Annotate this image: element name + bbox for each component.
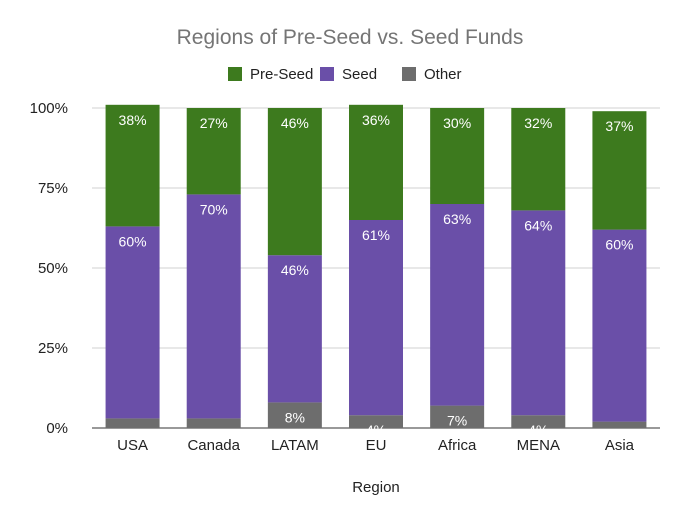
bar-segment-seed bbox=[592, 229, 647, 422]
data-label: 36% bbox=[362, 112, 390, 128]
data-label: 27% bbox=[200, 115, 228, 131]
data-label: 3% bbox=[204, 425, 224, 441]
bar-segment-other bbox=[105, 418, 160, 428]
chart-title: Regions of Pre-Seed vs. Seed Funds bbox=[177, 26, 524, 49]
bar-segment-seed bbox=[267, 255, 322, 403]
data-label: 46% bbox=[281, 115, 309, 131]
bar-segment-seed bbox=[430, 204, 485, 406]
bar-segment-seed bbox=[186, 194, 241, 419]
legend-swatch bbox=[402, 67, 416, 81]
data-label: 38% bbox=[119, 112, 147, 128]
data-label: 46% bbox=[281, 262, 309, 278]
x-tick-label: Asia bbox=[605, 437, 635, 454]
data-label: 7% bbox=[447, 413, 467, 429]
y-tick-label: 50% bbox=[38, 260, 68, 277]
bar-segment-other bbox=[349, 415, 403, 428]
data-label: 4% bbox=[366, 422, 386, 438]
bar-segment-pre-seed bbox=[267, 108, 322, 256]
x-tick-label: USA bbox=[117, 437, 148, 454]
bar-segment-pre-seed bbox=[349, 104, 403, 220]
y-axis-ticks: 0% 25% 50% 75% 100% bbox=[30, 100, 68, 437]
bar-segment-seed bbox=[349, 220, 403, 416]
data-label: 8% bbox=[285, 409, 305, 425]
bar-segment-other bbox=[267, 402, 322, 428]
x-tick-label: MENA bbox=[517, 437, 560, 454]
x-tick-label: LATAM bbox=[271, 437, 319, 454]
x-tick-label: Africa bbox=[438, 437, 477, 454]
x-tick-label: Canada bbox=[187, 437, 240, 454]
legend-swatch bbox=[320, 67, 334, 81]
bar-segment-pre-seed bbox=[186, 108, 241, 195]
y-tick-label: 75% bbox=[38, 180, 68, 197]
legend-label: Seed bbox=[342, 66, 377, 83]
data-label: 64% bbox=[524, 217, 552, 233]
bar-segment-pre-seed bbox=[592, 111, 647, 230]
bar-segment-other bbox=[430, 405, 485, 428]
bars: 3% 60% 38% 3% 70% 27% 8% 46% 46% 4% 61% 36% 7% 63% 30%… bbox=[105, 104, 647, 445]
data-label: 3% bbox=[122, 425, 142, 441]
bar-segment-pre-seed bbox=[430, 108, 485, 204]
data-label: 32% bbox=[524, 115, 552, 131]
x-axis-title: Region bbox=[352, 479, 400, 496]
data-label: 2% bbox=[609, 429, 629, 445]
data-label: 30% bbox=[443, 115, 471, 131]
legend-label: Pre-Seed bbox=[250, 66, 313, 83]
x-axis-ticks: USA Canada LATAM EU Africa MENA Asia bbox=[117, 437, 635, 454]
bar-segment-seed bbox=[105, 226, 160, 419]
data-label: 61% bbox=[362, 227, 390, 243]
legend-label: Other bbox=[424, 66, 462, 83]
data-label: 60% bbox=[605, 237, 633, 253]
y-tick-label: 25% bbox=[38, 340, 68, 357]
bar-segment-pre-seed bbox=[105, 104, 160, 227]
data-label: 37% bbox=[605, 118, 633, 134]
bar-segment-pre-seed bbox=[511, 108, 566, 211]
data-label: 60% bbox=[119, 233, 147, 249]
data-label: 70% bbox=[200, 201, 228, 217]
x-tick-label: EU bbox=[366, 437, 387, 454]
y-tick-label: 0% bbox=[46, 420, 68, 437]
bar-segment-other bbox=[592, 421, 647, 428]
legend: Pre-Seed Seed Other bbox=[228, 66, 462, 83]
y-tick-label: 100% bbox=[30, 100, 68, 117]
bar-segment-other bbox=[511, 415, 566, 428]
bar-segment-seed bbox=[511, 210, 566, 416]
data-label: 63% bbox=[443, 211, 471, 227]
bar-segment-other bbox=[186, 418, 241, 428]
legend-swatch bbox=[228, 67, 242, 81]
data-label: 4% bbox=[528, 422, 548, 438]
